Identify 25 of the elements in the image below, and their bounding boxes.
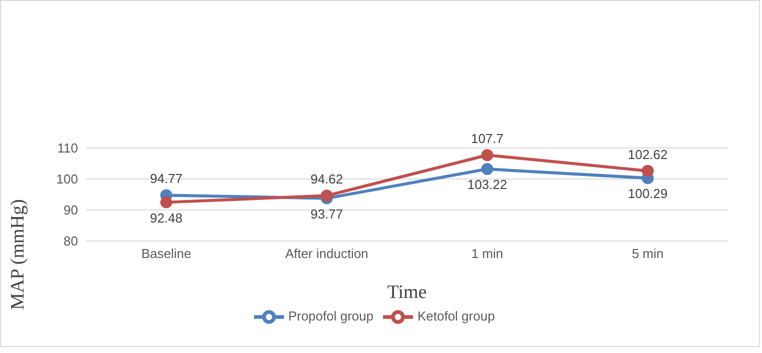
data-label: 92.48 bbox=[150, 210, 183, 226]
data-label: 102.62 bbox=[628, 146, 668, 162]
data-label: 94.77 bbox=[150, 171, 183, 186]
point bbox=[481, 149, 494, 162]
point bbox=[160, 196, 172, 208]
data-label: 107.7 bbox=[470, 131, 504, 146]
x-tick-label: After induction bbox=[285, 246, 368, 262]
y-axis-title: MAP (mmHg) bbox=[8, 199, 29, 310]
legend-label: Propofol group bbox=[288, 308, 374, 324]
x-tick-label: 5 min bbox=[632, 246, 664, 262]
x-axis-title: Time bbox=[387, 282, 427, 303]
point bbox=[320, 190, 333, 202]
data-label: 93.77 bbox=[310, 206, 344, 222]
y-tick-label: 90 bbox=[64, 202, 78, 218]
y-tick-label: 100 bbox=[56, 172, 78, 187]
x-tick-label: 1 min bbox=[471, 246, 504, 262]
y-tick-label: 80 bbox=[64, 234, 78, 249]
data-label: 103.22 bbox=[467, 177, 508, 192]
data-label: 94.62 bbox=[310, 172, 344, 187]
point bbox=[642, 164, 654, 177]
y-tick-label: 110 bbox=[57, 140, 78, 156]
x-tick-label: Baseline bbox=[141, 246, 192, 262]
legend-label: Ketofol group bbox=[417, 308, 495, 324]
data-label: 100.29 bbox=[628, 186, 668, 202]
point bbox=[481, 163, 494, 176]
